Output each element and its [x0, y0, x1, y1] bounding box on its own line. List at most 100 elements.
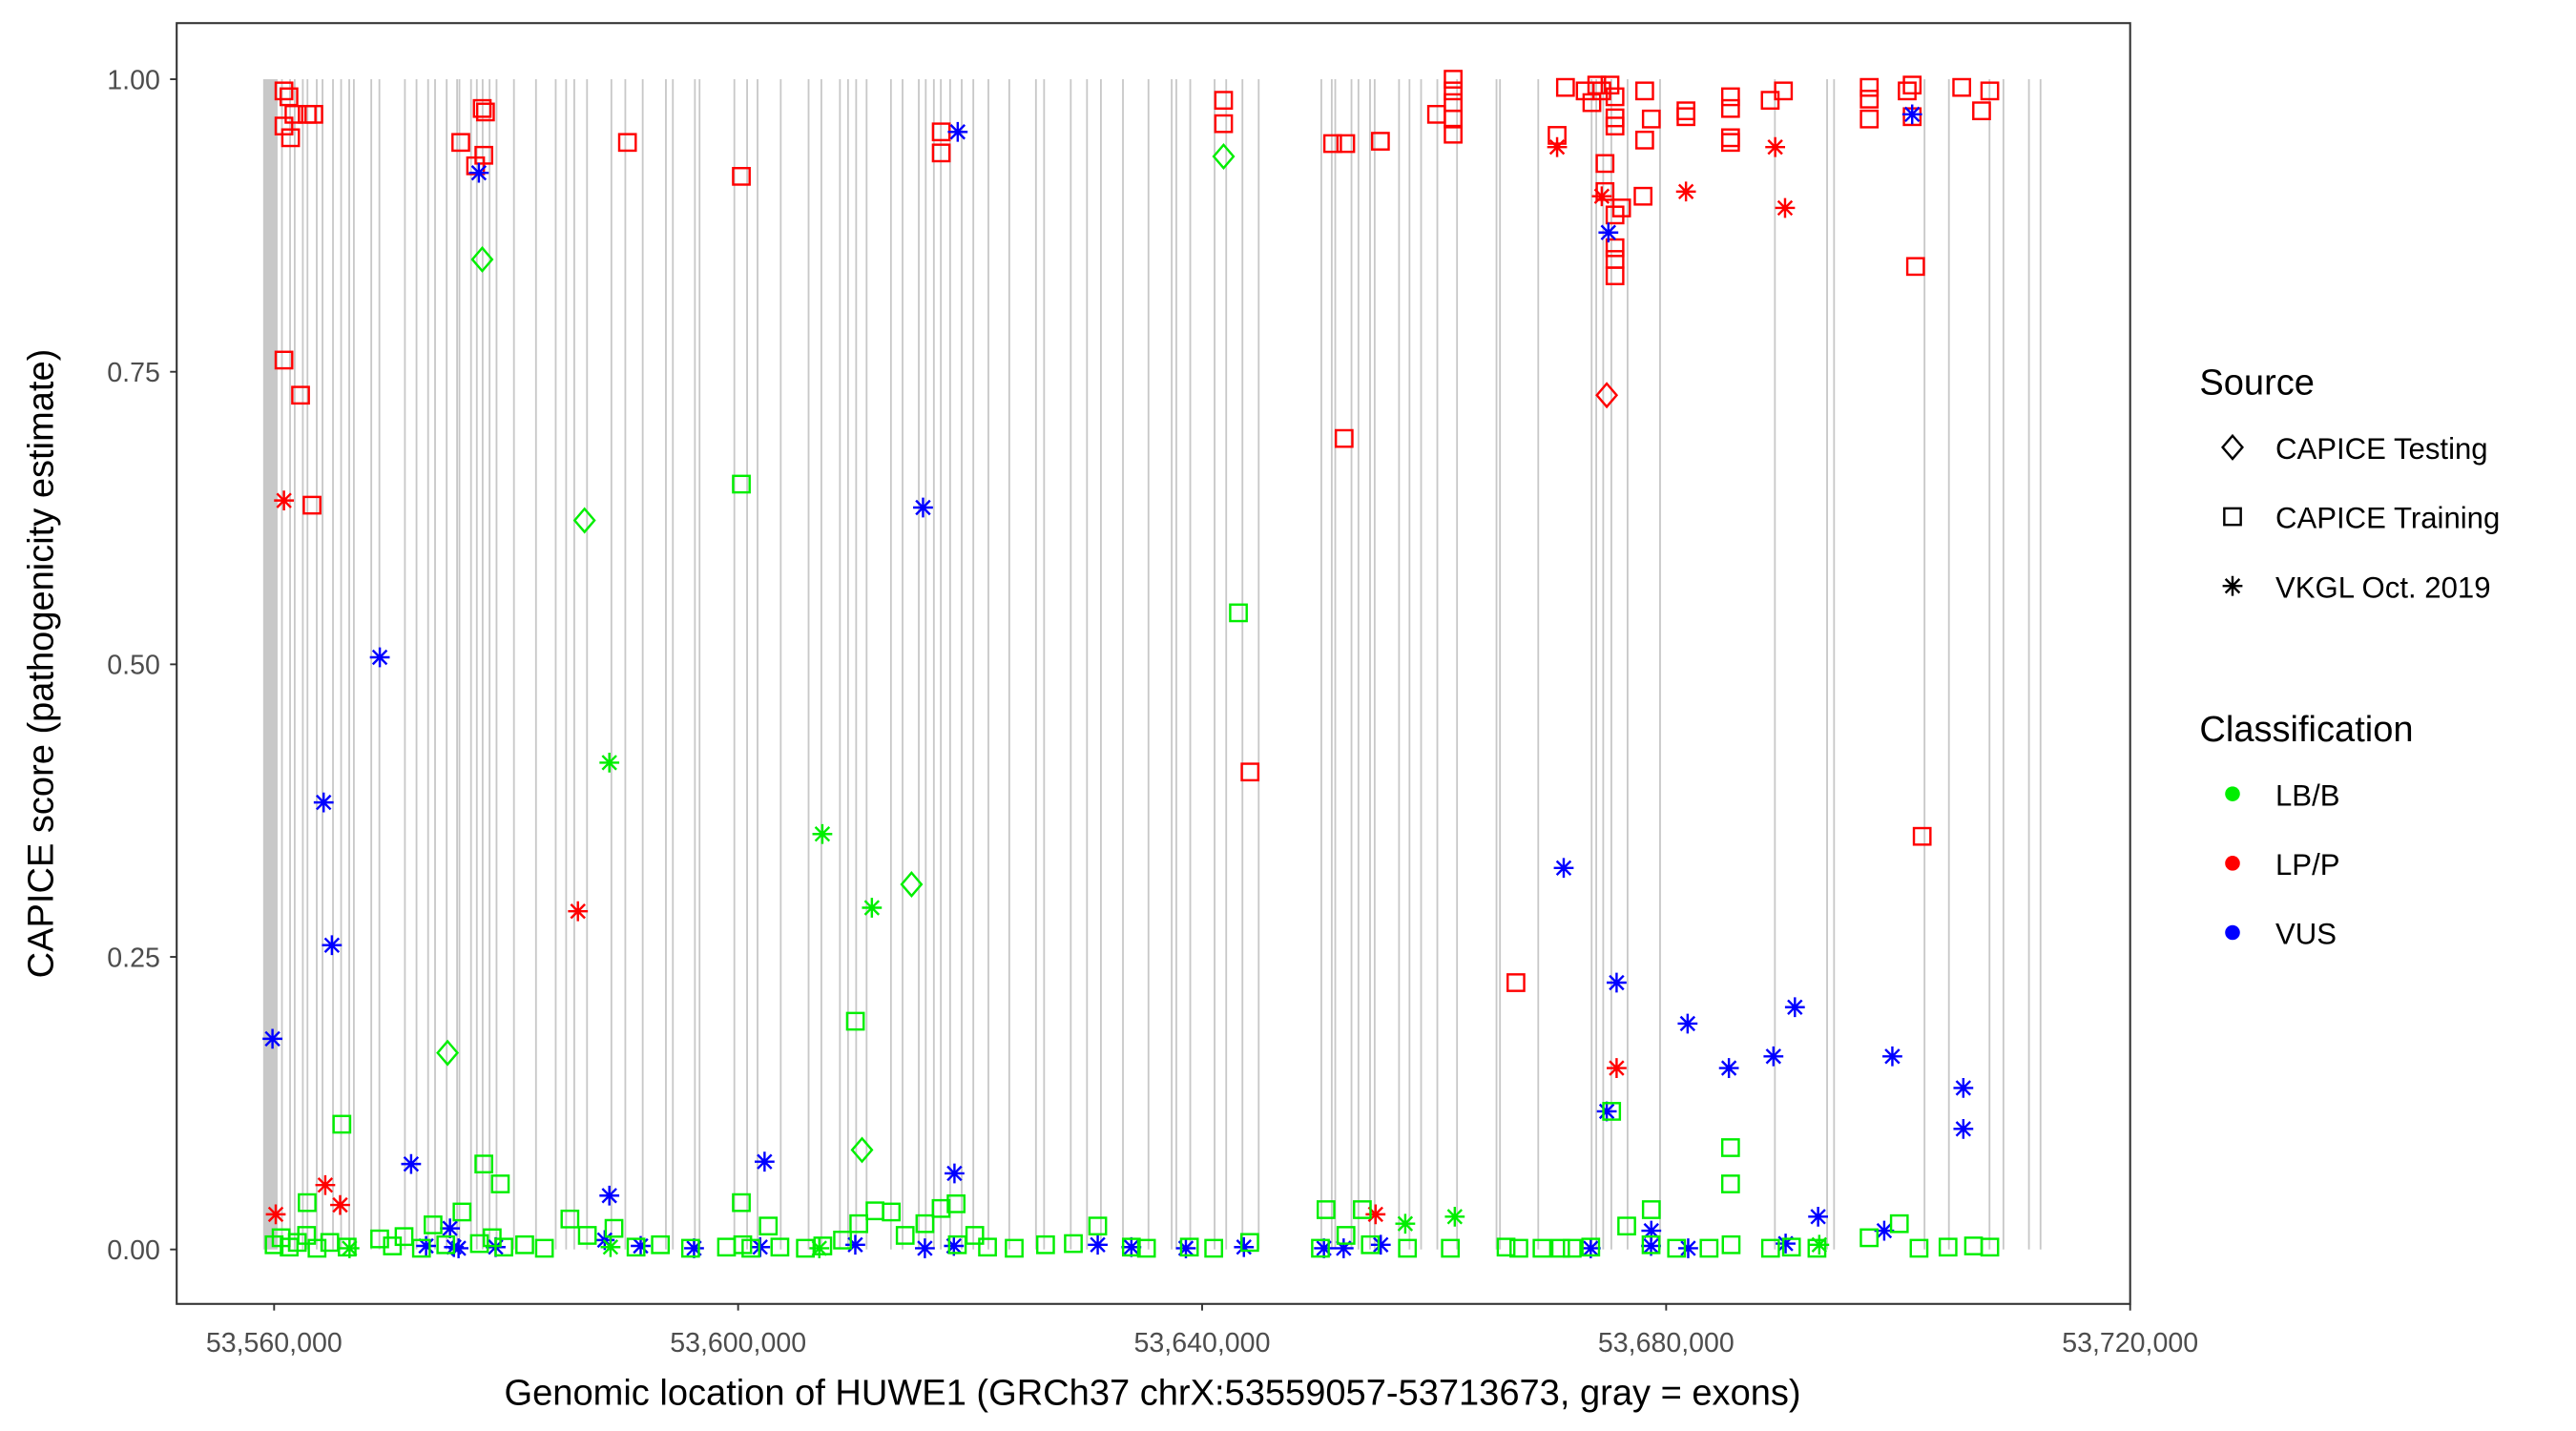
- data-point: [330, 1194, 350, 1215]
- exon-band: [1330, 79, 1333, 1250]
- exon-band: [961, 79, 963, 1250]
- exon-band: [262, 79, 278, 1250]
- data-point: [1595, 154, 1615, 174]
- data-point: [568, 901, 589, 922]
- square-marker: [436, 1234, 456, 1255]
- data-point: [1809, 1234, 1830, 1255]
- data-point: [1336, 1226, 1356, 1245]
- data-point: [1675, 181, 1696, 202]
- exon-band: [1373, 79, 1376, 1250]
- data-point: [297, 1226, 317, 1245]
- square-marker: [1444, 70, 1463, 89]
- square-marker: [931, 1198, 951, 1218]
- data-point: [475, 102, 495, 122]
- square-marker: [1353, 1200, 1372, 1219]
- data-point: [850, 1136, 874, 1164]
- asterisk-marker: [448, 1238, 469, 1258]
- asterisk-marker: [265, 1204, 286, 1225]
- data-point: [915, 1213, 935, 1234]
- square-marker: [466, 156, 486, 176]
- exon-band: [301, 79, 304, 1250]
- asterisk-marker: [1553, 858, 1574, 879]
- exon-band: [665, 79, 667, 1250]
- data-point: [1179, 1237, 1199, 1257]
- data-point: [1598, 222, 1619, 243]
- exon-band: [1008, 79, 1010, 1250]
- square-marker: [978, 1237, 997, 1257]
- exon-band: [865, 79, 868, 1250]
- square-marker: [882, 1202, 902, 1222]
- data-point: [264, 1234, 284, 1255]
- data-point: [770, 1237, 790, 1257]
- asterisk-marker: [1175, 1238, 1196, 1258]
- data-point: [600, 1236, 621, 1257]
- data-point: [1605, 266, 1625, 285]
- data-point: [370, 1229, 389, 1249]
- data-point: [1212, 143, 1236, 170]
- square-marker: [394, 1227, 414, 1247]
- data-point: [900, 871, 924, 898]
- data-point: [965, 1226, 985, 1245]
- exon-band: [918, 79, 920, 1250]
- data-point: [1952, 77, 1972, 97]
- data-point: [1532, 1238, 1552, 1258]
- exon-band: [1610, 79, 1612, 1250]
- square-marker: [1600, 75, 1620, 95]
- diamond-marker: [1595, 382, 1619, 409]
- square-marker: [1506, 973, 1526, 992]
- square-marker: [1781, 1237, 1801, 1257]
- exon-band: [573, 79, 575, 1250]
- exon-band: [565, 79, 568, 1250]
- exon-band: [1590, 79, 1593, 1250]
- exon-band: [434, 79, 436, 1250]
- data-point: [1365, 1204, 1386, 1225]
- exon-band: [1350, 79, 1353, 1250]
- exon-band: [1086, 79, 1089, 1250]
- data-point: [845, 1011, 865, 1031]
- square-marker: [1509, 1238, 1528, 1258]
- diamond-marker: [850, 1136, 874, 1164]
- data-point: [1229, 603, 1248, 623]
- square-marker: [1859, 1228, 1879, 1248]
- exon-band: [839, 79, 841, 1250]
- data-point: [1353, 1200, 1372, 1219]
- asterisk-marker: [322, 935, 343, 956]
- data-point: [1506, 973, 1526, 992]
- square-marker: [494, 1237, 513, 1257]
- data-point: [1444, 81, 1463, 101]
- data-point: [1602, 1102, 1622, 1121]
- exon-band: [889, 79, 892, 1250]
- exon-band: [820, 79, 822, 1250]
- square-marker: [1581, 1237, 1601, 1257]
- exon-band: [1070, 79, 1072, 1250]
- diamond-marker: [900, 871, 924, 898]
- square-marker: [560, 1209, 580, 1229]
- data-point: [262, 1028, 282, 1049]
- exon-band: [1175, 79, 1177, 1250]
- data-point: [315, 1174, 336, 1195]
- exon-band: [924, 79, 927, 1250]
- data-point: [1912, 826, 1932, 846]
- data-point: [1774, 81, 1794, 101]
- data-point: [1336, 134, 1356, 154]
- exon-band: [1122, 79, 1124, 1250]
- exon-band: [698, 79, 701, 1250]
- data-point: [1889, 1213, 1909, 1234]
- asterisk-marker: [1591, 186, 1612, 207]
- exon-band: [316, 79, 318, 1250]
- data-point: [1234, 1236, 1255, 1257]
- square-marker: [1214, 114, 1234, 134]
- asterisk-marker: [339, 1238, 360, 1258]
- data-point: [599, 753, 620, 773]
- data-point: [1600, 75, 1620, 95]
- data-point: [494, 1237, 513, 1257]
- exon-band: [2002, 79, 2005, 1250]
- exon-band: [746, 79, 748, 1250]
- data-point: [1444, 124, 1463, 144]
- square-marker: [1121, 1237, 1141, 1257]
- data-point: [466, 156, 486, 176]
- square-marker: [1905, 257, 1925, 277]
- square-marker: [1667, 1238, 1687, 1258]
- data-point: [1898, 81, 1917, 101]
- square-marker: [1912, 826, 1932, 846]
